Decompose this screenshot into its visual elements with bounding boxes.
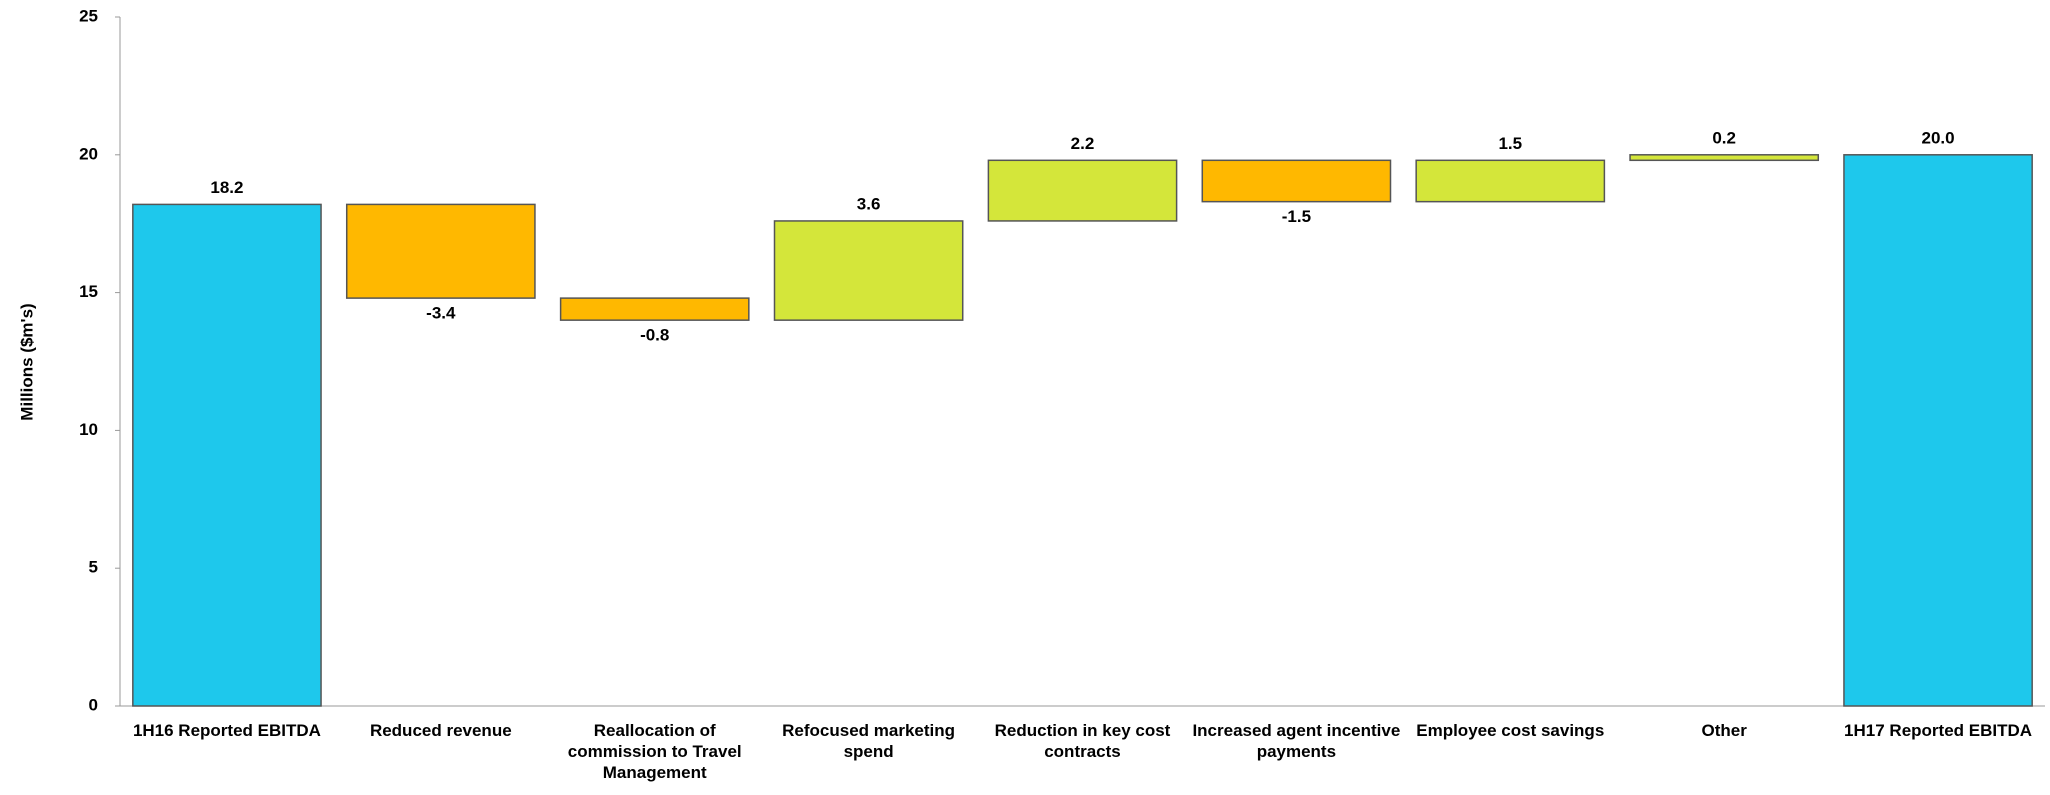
x-tick-label: Increased agent incentive payments xyxy=(1192,721,1401,761)
y-tick-label: 25 xyxy=(79,6,98,25)
y-tick-label: 10 xyxy=(79,420,98,439)
bar xyxy=(987,159,1178,222)
value-label: 0.2 xyxy=(1712,128,1736,147)
bar xyxy=(1415,159,1606,203)
value-label: -1.5 xyxy=(1282,207,1311,226)
value-label: -3.4 xyxy=(426,304,456,323)
x-tick-label: Reduced revenue xyxy=(369,721,512,740)
x-tick-label: Reduction in key cost contracts xyxy=(994,721,1171,761)
bar xyxy=(773,220,964,321)
x-tick-label: Refocused marketing spend xyxy=(782,721,956,761)
bar xyxy=(1201,159,1392,203)
value-label: 18.2 xyxy=(210,178,243,197)
value-label: 20.0 xyxy=(1922,128,1955,147)
x-tick-label: 1H16 Reported EBITDA xyxy=(132,721,321,740)
value-label: -0.8 xyxy=(640,326,669,345)
x-tick-label: Reallocation of commission to Travel Man… xyxy=(567,721,742,782)
y-tick-label: 15 xyxy=(79,282,98,301)
x-tick-label: Employee cost savings xyxy=(1416,721,1605,740)
y-tick-label: 20 xyxy=(79,144,98,163)
bar xyxy=(559,297,750,321)
bar xyxy=(1843,154,2033,707)
value-label: 3.6 xyxy=(857,194,881,213)
y-tick-label: 5 xyxy=(89,558,98,577)
y-axis-label: Millions ($m's) xyxy=(17,303,36,420)
x-tick-label: Other xyxy=(1701,721,1747,740)
bar xyxy=(1629,154,1820,162)
y-tick-label: 0 xyxy=(89,695,98,714)
bar xyxy=(132,203,322,707)
bar xyxy=(345,203,536,299)
x-tick-label: 1H17 Reported EBITDA xyxy=(1844,721,2033,740)
value-label: 1.5 xyxy=(1498,134,1522,153)
value-label: 2.2 xyxy=(1071,134,1095,153)
